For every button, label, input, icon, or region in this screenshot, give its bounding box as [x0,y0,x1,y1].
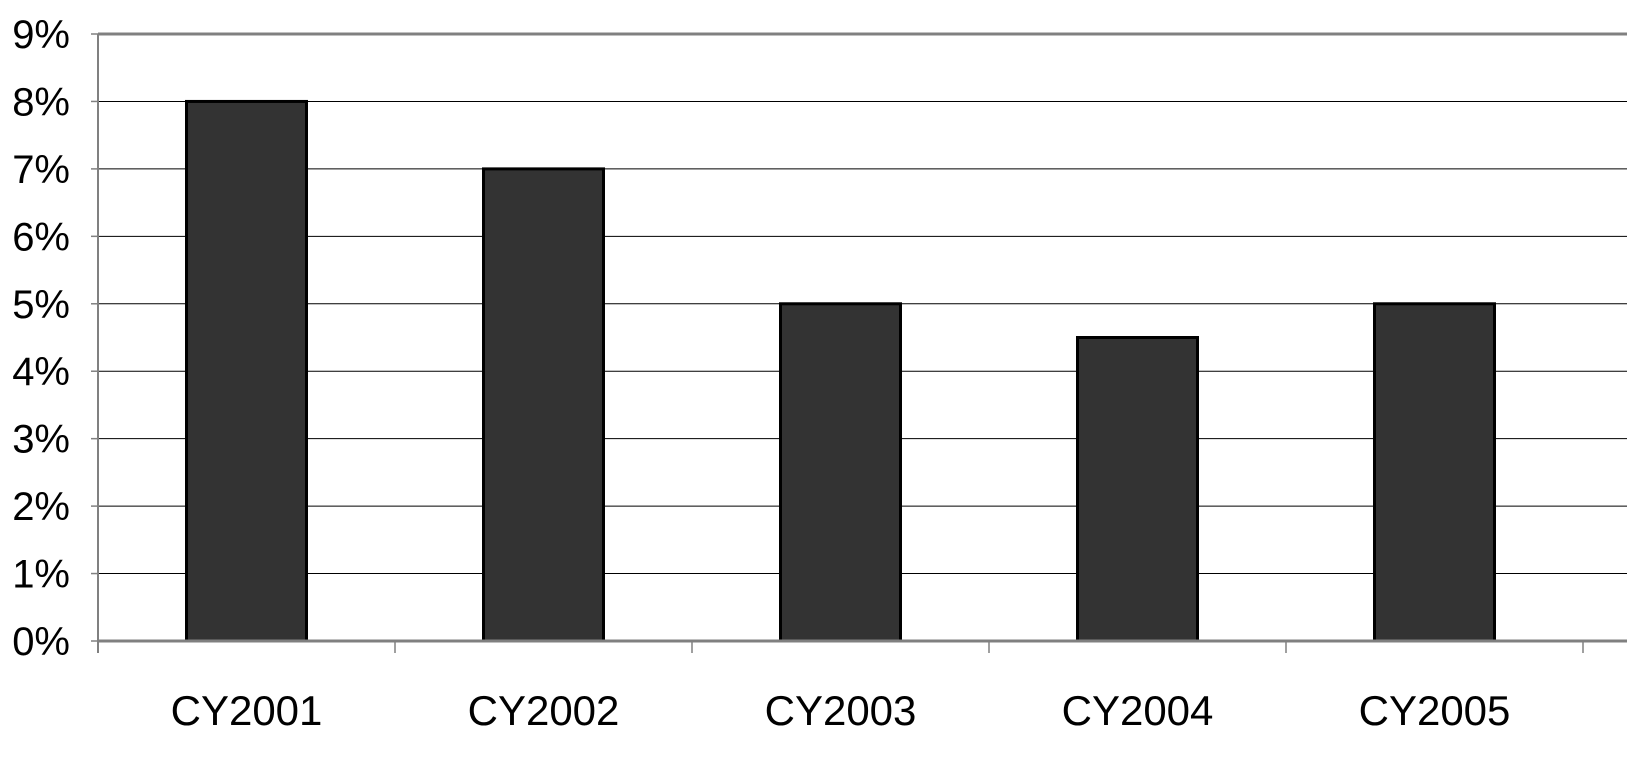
y-tick-label: 5% [12,283,70,327]
bar-cy2003 [779,302,902,643]
y-tick-label: 4% [12,350,70,394]
y-tick-label: 8% [12,80,70,124]
x-tick-label: CY2004 [1062,687,1214,734]
x-tick-labels: CY2001 CY2002 CY2003 CY2004 CY2005 [171,687,1511,734]
bar-cy2002 [482,167,605,643]
x-tick-label: CY2005 [1359,687,1511,734]
x-tick-label: CY2002 [468,687,620,734]
bar-cy2005 [1373,302,1496,643]
y-tick-label: 9% [12,13,70,57]
bar-cy2001 [185,99,308,643]
y-tick-label: 7% [12,148,70,192]
bar-cy2004 [1076,336,1199,643]
y-tick-label: 0% [12,620,70,664]
x-tick-label: CY2003 [765,687,917,734]
y-tick-label: 6% [12,215,70,259]
y-tick-label: 1% [12,553,70,597]
x-tick-label: CY2001 [171,687,323,734]
y-tick-labels: 0% 1% 2% 3% 4% 5% 6% 7% 8% 9% [12,13,70,664]
y-tick-label: 3% [12,418,70,462]
bars [185,99,1496,643]
y-tick-label: 2% [12,485,70,529]
axes [91,33,1627,653]
